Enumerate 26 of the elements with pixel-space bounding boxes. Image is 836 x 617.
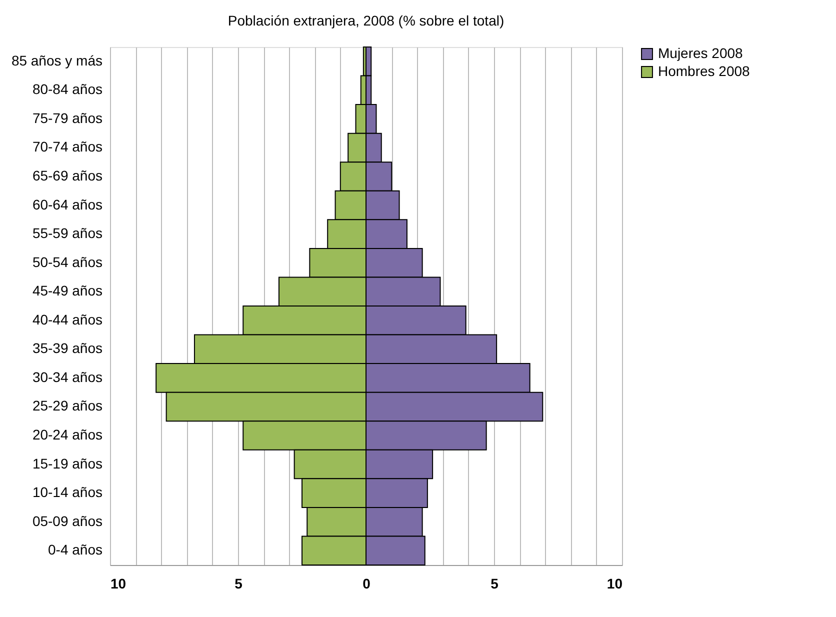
y-tick-label: 25-29 años	[32, 398, 102, 414]
y-tick-label: 85 años y más	[11, 52, 102, 68]
legend-label: Mujeres 2008	[658, 45, 744, 61]
chart-title: Población extranjera, 2008 (% sobre el total)	[228, 12, 504, 28]
y-tick-label: 0-4 años	[48, 542, 102, 558]
y-tick-label: 70-74 años	[32, 138, 102, 155]
y-tick-label: 20-24 años	[32, 426, 102, 442]
y-tick-label: 35-39 años	[32, 340, 102, 356]
y-tick-label: 75-79 años	[32, 110, 102, 126]
y-tick-label: 40-44 años	[32, 311, 102, 328]
x-tick-label: 10	[606, 576, 623, 592]
y-tick-label: 80-84 años	[32, 81, 102, 98]
y-tick-label: 55-59 años	[32, 225, 102, 242]
y-tick-label: 50-54 años	[32, 254, 102, 270]
x-tick-label: 0	[362, 576, 371, 592]
x-tick-label: 5	[490, 576, 499, 592]
y-tick-label: 45-49 años	[32, 282, 102, 299]
x-tick-label: 5	[234, 576, 243, 592]
y-tick-label: 15-19 años	[32, 455, 102, 472]
y-tick-label: 30-34 años	[32, 368, 102, 385]
x-tick-label: 10	[110, 576, 126, 592]
legend-label: Hombres 2008	[658, 63, 750, 79]
y-tick-label: 65-69 años	[32, 168, 102, 184]
y-tick-label: 05-09 años	[32, 512, 102, 529]
y-tick-label: 60-64 años	[32, 196, 102, 212]
y-tick-label: 10-14 años	[32, 484, 102, 500]
